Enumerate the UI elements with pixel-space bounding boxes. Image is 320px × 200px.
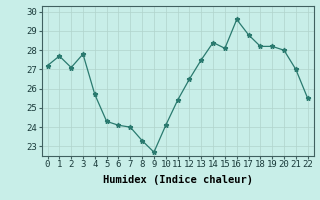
X-axis label: Humidex (Indice chaleur): Humidex (Indice chaleur) xyxy=(103,175,252,185)
